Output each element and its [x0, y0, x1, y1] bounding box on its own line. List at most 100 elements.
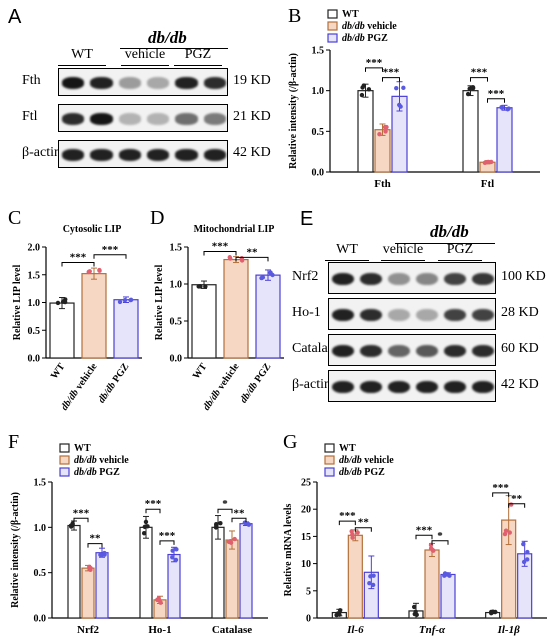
blot-group-title: db/db: [430, 222, 469, 241]
blot-column-label: WT: [336, 242, 358, 257]
x-tick-label: Fth: [374, 178, 391, 190]
data-point: [70, 522, 75, 527]
chart-title: Mitochondrial LIP: [194, 224, 275, 235]
bar: [440, 573, 456, 619]
blot-column-line: [381, 260, 425, 261]
data-point: [377, 131, 382, 137]
significance-bracket: [470, 77, 488, 82]
blot-band: [61, 113, 85, 125]
legend-label: WT: [74, 443, 91, 454]
blot-group-line: [395, 243, 495, 244]
data-point: [97, 268, 102, 273]
significance-bracket: [93, 254, 127, 259]
significance-label: ***: [339, 510, 356, 522]
bar: [374, 129, 391, 173]
legend-label: WT: [339, 443, 356, 454]
significance-label: **: [234, 507, 246, 519]
panel-letter: G: [283, 431, 297, 453]
blot-column-label: PGZ: [446, 242, 474, 257]
blot-band: [387, 272, 411, 286]
blot-band: [175, 113, 198, 125]
data-point: [383, 129, 388, 134]
significance-bracket: [354, 527, 372, 532]
data-point: [246, 521, 251, 527]
data-point: [465, 91, 471, 97]
data-point: [525, 549, 530, 555]
significance-label: ***: [159, 530, 176, 542]
y-axis-label: Relative mRNA levels: [283, 504, 294, 597]
legend-label: WT: [342, 9, 359, 20]
data-point: [174, 547, 179, 552]
data-point: [62, 299, 68, 305]
significance-bracket: [73, 517, 89, 523]
y-tick-label: 1.0: [170, 280, 183, 291]
x-tick-label: Tnf-α: [419, 624, 446, 636]
y-axis-label: Relative LIP level: [154, 265, 165, 341]
bar: [255, 274, 281, 359]
data-point: [428, 542, 434, 548]
legend-label: db/db PGZ: [342, 33, 388, 44]
data-point: [411, 604, 417, 610]
data-point: [382, 124, 388, 130]
blot-band: [443, 272, 467, 286]
x-tick-label: Ho-1: [148, 624, 171, 636]
significance-label: ***: [102, 244, 119, 256]
significance-bracket: [145, 508, 161, 514]
significance-label: ***: [212, 240, 229, 252]
data-point: [218, 520, 223, 526]
data-point: [259, 275, 264, 281]
blot-strip: [58, 104, 228, 132]
data-point: [368, 574, 373, 579]
blot-row-label: Ho-1: [292, 305, 321, 320]
bar: [462, 90, 479, 173]
bar: [49, 302, 75, 359]
significance-bracket: [235, 256, 269, 262]
significance-bracket: [492, 492, 510, 497]
bar: [496, 107, 513, 173]
data-point: [350, 535, 355, 540]
x-tick-label: Il-1β: [497, 624, 521, 636]
significance-bracket: [159, 540, 175, 545]
blot-strip: [328, 298, 496, 330]
data-point: [55, 300, 61, 306]
significance-label: **: [247, 246, 259, 258]
significance-label: **: [511, 493, 523, 505]
bar: [225, 539, 239, 619]
significance-bracket: [431, 540, 449, 545]
blot-band: [415, 380, 439, 394]
significance-label: ***: [145, 498, 162, 510]
data-point: [525, 557, 530, 562]
data-point: [370, 582, 376, 588]
blot-band: [471, 308, 495, 322]
blot-group-title: db/db: [148, 28, 187, 47]
significance-bracket: [61, 262, 95, 267]
data-point: [401, 85, 406, 91]
x-tick-label: Il-6: [346, 624, 364, 636]
y-tick-label: 25: [301, 478, 311, 489]
y-axis-label: Relative intensity (/β-actin): [288, 53, 299, 169]
bar: [211, 526, 225, 619]
data-point: [470, 85, 476, 90]
blot-band: [443, 308, 467, 322]
blot-band: [471, 380, 495, 394]
data-point: [489, 610, 494, 616]
blot-band: [331, 380, 355, 394]
blot-column-line: [174, 65, 222, 66]
data-point: [349, 529, 354, 534]
blot-band: [203, 149, 227, 161]
y-tick-label: 1.5: [170, 243, 183, 254]
legend-swatch: [327, 33, 338, 43]
blot-strip: [328, 262, 496, 294]
blot-band: [203, 77, 227, 89]
blot-band: [90, 113, 113, 125]
legend-swatch: [59, 443, 70, 453]
data-point: [226, 539, 232, 545]
blot-band: [61, 149, 85, 161]
significance-label: ***: [471, 67, 488, 79]
x-tick-label: Catalase: [212, 624, 252, 636]
blot-size-label: 60 KD: [501, 341, 539, 356]
legend-swatch: [324, 455, 335, 465]
data-point: [503, 528, 509, 533]
blot-column-line: [325, 260, 369, 261]
blot-size-label: 42 KD: [233, 145, 271, 160]
